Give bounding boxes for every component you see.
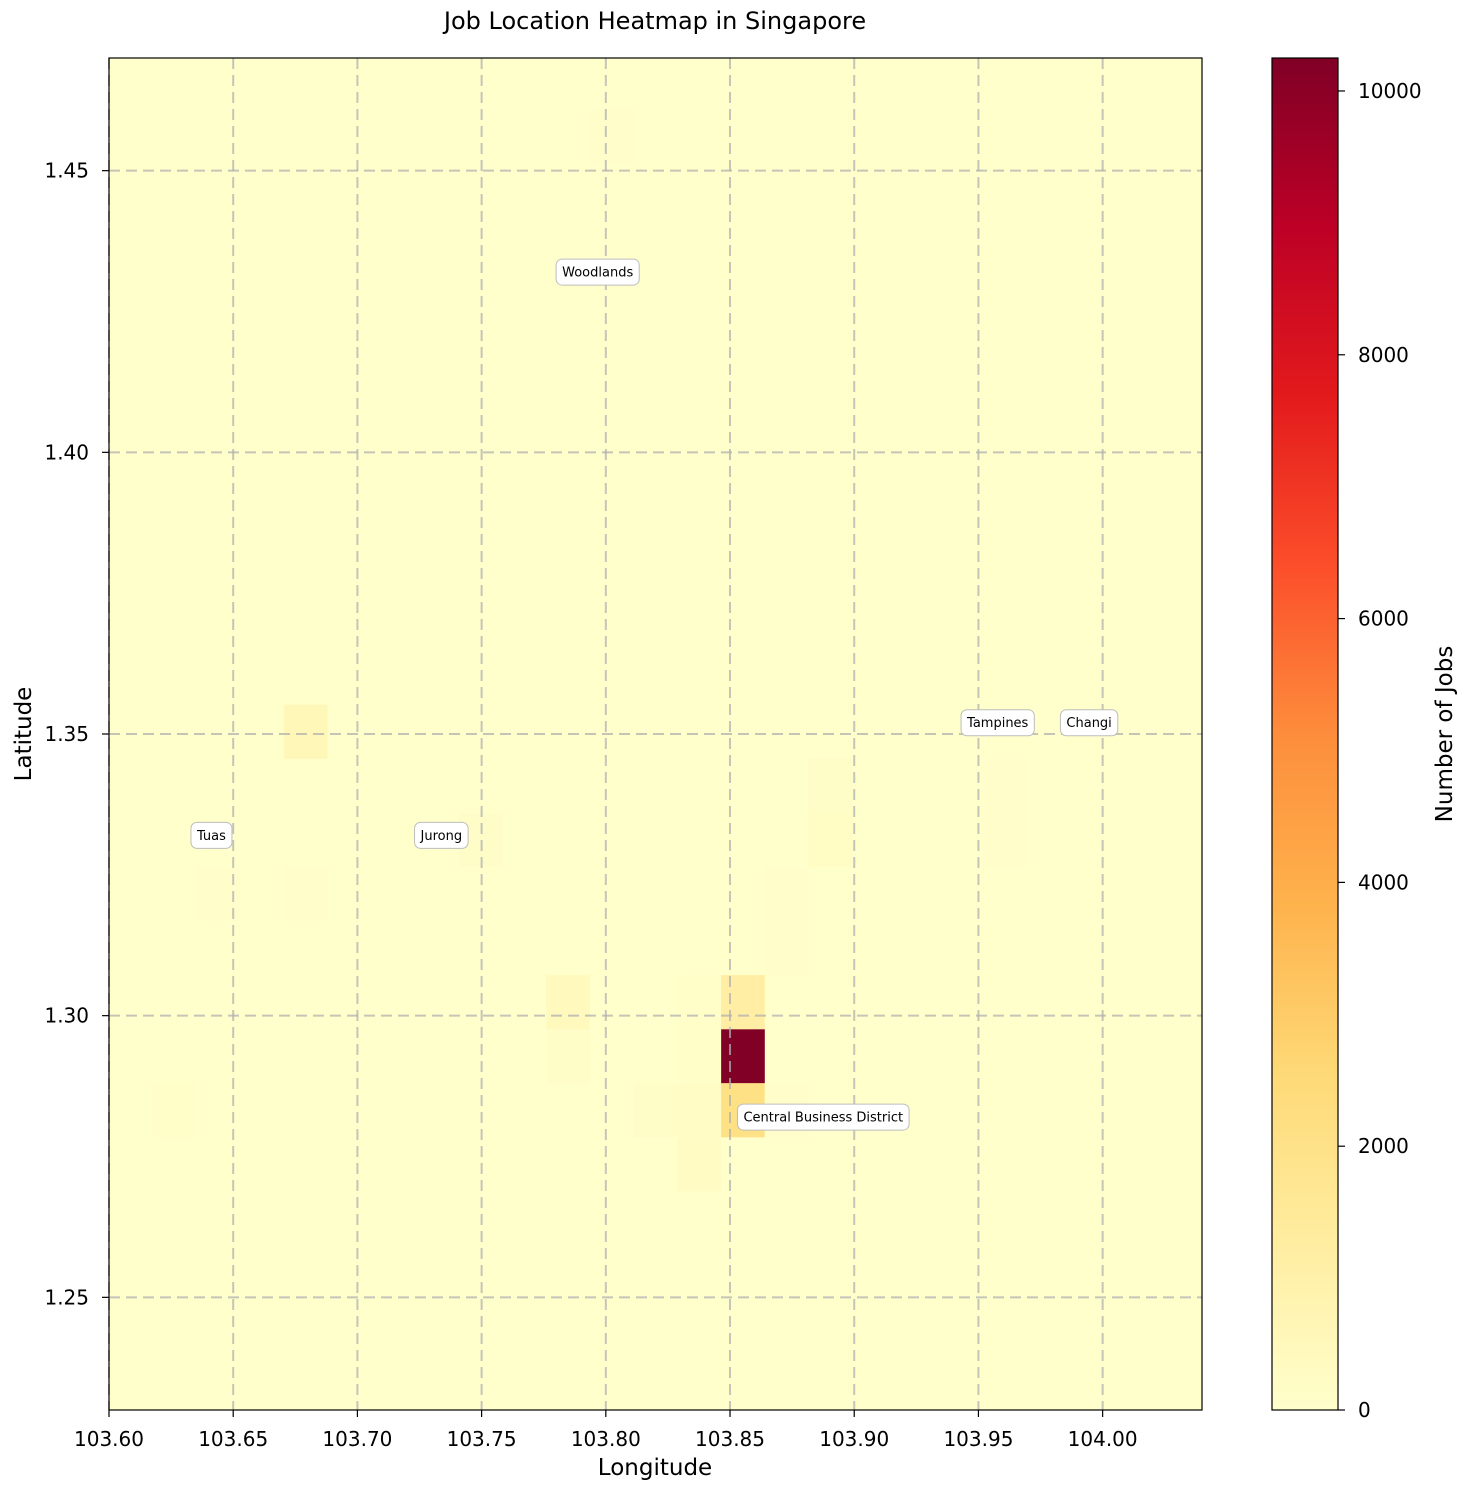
heatmap-cell (677, 650, 722, 705)
heatmap-cell (677, 1083, 722, 1138)
y-tick-label: 1.25 (44, 1285, 89, 1309)
heatmap-cell (283, 866, 328, 922)
heatmap-cell (721, 1029, 765, 1084)
x-axis: 103.60 103.65 103.70 103.75 103.80 103.85 103.… (74, 1410, 1138, 1451)
annotations: Woodlands Tampines Changi Tuas Jurong Central… (190, 258, 1119, 1131)
colorbar-tick-label: 8000 (1358, 343, 1409, 367)
colorbar-tick-label: 10000 (1358, 79, 1422, 103)
y-tick-label: 1.45 (44, 159, 89, 183)
annotation-box (1059, 709, 1119, 737)
x-tick-label: 103.85 (695, 1427, 765, 1451)
plot-area: Woodlands Tampines Changi Tuas Jurong Central… (108, 57, 1203, 1411)
location-annotation: Woodlands (555, 258, 640, 286)
heatmap-cell (983, 812, 1028, 867)
heatmap-cell (983, 758, 1028, 813)
y-tick-label: 1.40 (44, 440, 89, 464)
heatmap-cell (589, 109, 634, 164)
y-axis-title: Latitude (11, 687, 37, 782)
heatmap-cell (677, 975, 722, 1030)
colorbar-tick-label: 4000 (1358, 870, 1409, 894)
annotation-box (555, 258, 640, 286)
y-axis: 1.25 1.30 1.35 1.40 1.45 (44, 159, 109, 1309)
annotation-label: Tampines (966, 716, 1029, 731)
location-annotation: Changi (1059, 709, 1119, 737)
annotation-box (960, 709, 1035, 737)
annotation-label: Central Business District (743, 1111, 903, 1126)
colorbar-title: Number of Jobs (1432, 646, 1458, 823)
location-annotation: Jurong (414, 821, 469, 849)
annotation-label: Woodlands (562, 266, 633, 281)
chart-title: Job Location Heatmap in Singapore (442, 7, 866, 35)
annotation-box (414, 821, 469, 849)
heatmap-cell (633, 1083, 678, 1138)
x-tick-label: 103.95 (943, 1427, 1013, 1451)
y-tick-label: 1.35 (44, 722, 89, 746)
heatmap-cell (546, 1029, 590, 1084)
heatmap-cell (546, 975, 590, 1030)
x-tick-label: 103.70 (322, 1427, 392, 1451)
x-axis-title: Longitude (598, 1455, 712, 1481)
heatmap-cell (808, 650, 853, 705)
annotation-label: Changi (1066, 716, 1111, 731)
heatmap-cell (415, 921, 459, 976)
colorbar-scale (1271, 57, 1339, 1411)
annotation-box (190, 821, 233, 849)
colorbar-tick-label: 0 (1358, 1398, 1371, 1422)
heatmap-cell (283, 704, 328, 759)
x-tick-label: 103.90 (819, 1427, 889, 1451)
heatmap-cell (939, 542, 984, 597)
colorbar-tick-label: 2000 (1358, 1134, 1409, 1158)
heatmap-cell (764, 866, 809, 922)
annotation-box (736, 1103, 910, 1131)
location-annotation: Central Business District (736, 1103, 910, 1131)
x-tick-label: 103.75 (447, 1427, 517, 1451)
colorbar: 0 2000 4000 6000 8000 10000 (1271, 57, 1422, 1422)
heatmap-cell (677, 1029, 722, 1084)
heatmap-cell (808, 812, 853, 867)
annotation-label: Jurong (420, 829, 463, 844)
colorbar-tick-label: 6000 (1358, 607, 1409, 631)
x-tick-label: 103.60 (74, 1427, 144, 1451)
x-tick-label: 103.80 (571, 1427, 641, 1451)
heatmap-cell (764, 921, 809, 976)
heatmap-cell (152, 1083, 197, 1138)
location-annotation: Tuas (190, 821, 233, 849)
annotation-label: Tuas (196, 829, 226, 844)
y-tick-label: 1.30 (44, 1004, 89, 1028)
x-tick-label: 103.65 (198, 1427, 268, 1451)
heatmap-cell (721, 975, 765, 1030)
heatmap-cell (808, 758, 853, 813)
x-tick-label: 104.00 (1068, 1427, 1138, 1451)
location-annotation: Tampines (960, 709, 1035, 737)
heatmap-cell (677, 1137, 722, 1192)
